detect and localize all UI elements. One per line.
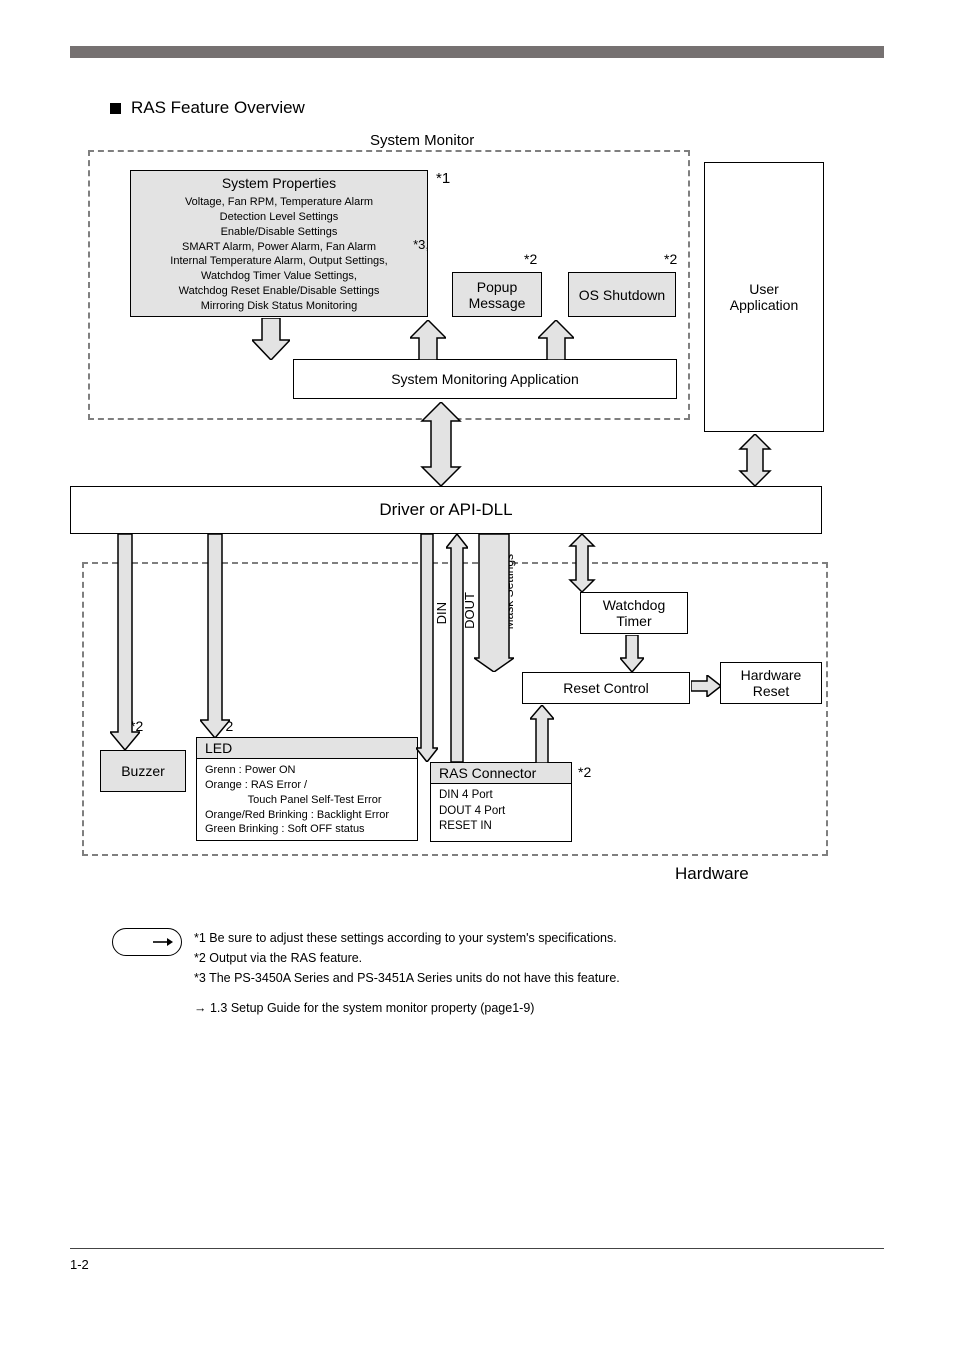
ras-conn-line-2: RESET IN [439, 819, 563, 835]
led-line-1: Orange : RAS Error / [205, 778, 409, 793]
arrow-down-long-icon [110, 534, 140, 750]
led-box: LED Grenn : Power ON Orange : RAS Error … [196, 737, 418, 841]
sys-props-line-2: Enable/Disable Settings [131, 225, 427, 240]
popup-message-box: Popup Message [452, 272, 542, 317]
sys-props-line-5: Watchdog Timer Value Settings, [131, 269, 427, 284]
note-line-1: *2 Output via the RAS feature. [194, 948, 620, 968]
reset-control-box: Reset Control [522, 672, 690, 704]
reset-control-text: Reset Control [563, 680, 649, 696]
note-line-3 [194, 988, 620, 998]
wdt-line2: Timer [616, 613, 651, 629]
page-number: 1-2 [70, 1257, 954, 1272]
arrow-up-icon [410, 320, 446, 360]
arrow-ras-up-icon [530, 705, 554, 763]
popup-line1: Popup [453, 279, 541, 295]
note-row: *1 Be sure to adjust these settings acco… [112, 928, 884, 1018]
sys-props-title: System Properties [131, 175, 427, 191]
hardware-reset-box: Hardware Reset [720, 662, 822, 704]
ras-conn-title: RAS Connector [431, 763, 571, 784]
square-bullet-icon [110, 103, 121, 114]
buzzer-text: Buzzer [121, 763, 165, 779]
user-app-line2: Application [730, 297, 799, 313]
sys-props-line-4: Internal Temperature Alarm, Output Setti… [131, 254, 427, 269]
hardware-label: Hardware [675, 864, 749, 884]
arrow-right-icon [153, 936, 173, 948]
wdt-line1: Watchdog [603, 597, 666, 613]
sys-props-line-0: Voltage, Fan RPM, Temperature Alarm [131, 195, 427, 210]
notes-body: *1 Be sure to adjust these settings acco… [194, 928, 620, 1018]
arrow-reset-to-hw-icon [691, 675, 721, 697]
system-properties-box: System Properties Voltage, Fan RPM, Temp… [130, 170, 428, 317]
os-shutdown-text: OS Shutdown [579, 287, 665, 303]
note-line-0: *1 Be sure to adjust these settings acco… [194, 928, 620, 948]
watchdog-timer-box: Watchdog Timer [580, 592, 688, 634]
ras-conn-line-0: DIN 4 Port [439, 788, 563, 804]
sma-text: System Monitoring Application [391, 371, 579, 387]
user-application-box: User Application [704, 162, 824, 432]
sys-props-line-1: Detection Level Settings [131, 210, 427, 225]
popup-marker: *2 [524, 251, 537, 267]
led-line-4: Green Brinking : Soft OFF status [205, 822, 409, 837]
ras-diagram: System Monitor System Properties Voltage… [70, 132, 884, 892]
arrow-down-din-icon [416, 534, 438, 762]
arrow-down-wdtmask-icon [474, 534, 514, 672]
page-heading: RAS Feature Overview [131, 98, 305, 118]
ras-conn-line-1: DOUT 4 Port [439, 804, 563, 820]
popup-line2: Message [453, 295, 541, 311]
arrow-bidir-wdt-icon [568, 534, 596, 592]
hwreset-line2: Reset [753, 683, 790, 699]
user-app-line1: User [749, 281, 779, 297]
page-content: RAS Feature Overview System Monitor Syst… [0, 58, 954, 1048]
marker-3: *3, [413, 236, 429, 254]
sys-props-line-6: Watchdog Reset Enable/Disable Settings [131, 284, 427, 299]
sys-props-line-3: SMART Alarm, Power Alarm, Fan Alarm [182, 241, 376, 253]
arrow-down-icon [252, 318, 290, 360]
arrow-bidir-icon [420, 402, 462, 486]
arrow-bidir-icon-2 [738, 434, 772, 486]
arrow-wdt-to-reset-icon [620, 635, 644, 672]
marker-1: *1 [436, 170, 450, 187]
note-pill-icon [112, 928, 182, 956]
hwreset-line1: Hardware [741, 667, 802, 683]
system-monitor-title: System Monitor [370, 132, 474, 149]
led-line-0: Grenn : Power ON [205, 763, 409, 778]
arrow-up-dout-icon [446, 534, 468, 762]
arrow-up-icon-2 [538, 320, 574, 360]
ras-connector-box: RAS Connector DIN 4 Port DOUT 4 Port RES… [430, 762, 572, 842]
header-bar [70, 46, 884, 58]
driver-dll-text: Driver or API-DLL [379, 500, 512, 520]
os-shutdown-marker: *2 [664, 251, 677, 267]
os-shutdown-box: OS Shutdown [568, 272, 676, 317]
driver-dll-box: Driver or API-DLL [70, 486, 822, 534]
led-line-2: Touch Panel Self-Test Error [205, 793, 409, 808]
arrow-down-long-icon-2 [200, 534, 230, 738]
ras-conn-marker: *2 [578, 764, 591, 780]
led-line-3: Orange/Red Brinking : Backlight Error [205, 808, 409, 823]
sys-props-line-7: Mirroring Disk Status Monitoring [131, 299, 427, 314]
heading-row: RAS Feature Overview [110, 98, 884, 118]
led-title: LED [197, 738, 417, 759]
sma-box: System Monitoring Application [293, 359, 677, 399]
footer-line [70, 1248, 884, 1249]
note-line-2: *3 The PS-3450A Series and PS-3451A Seri… [194, 968, 620, 988]
buzzer-box: Buzzer [100, 750, 186, 792]
note-line-4: → 1.3 Setup Guide for the system monitor… [194, 998, 620, 1018]
